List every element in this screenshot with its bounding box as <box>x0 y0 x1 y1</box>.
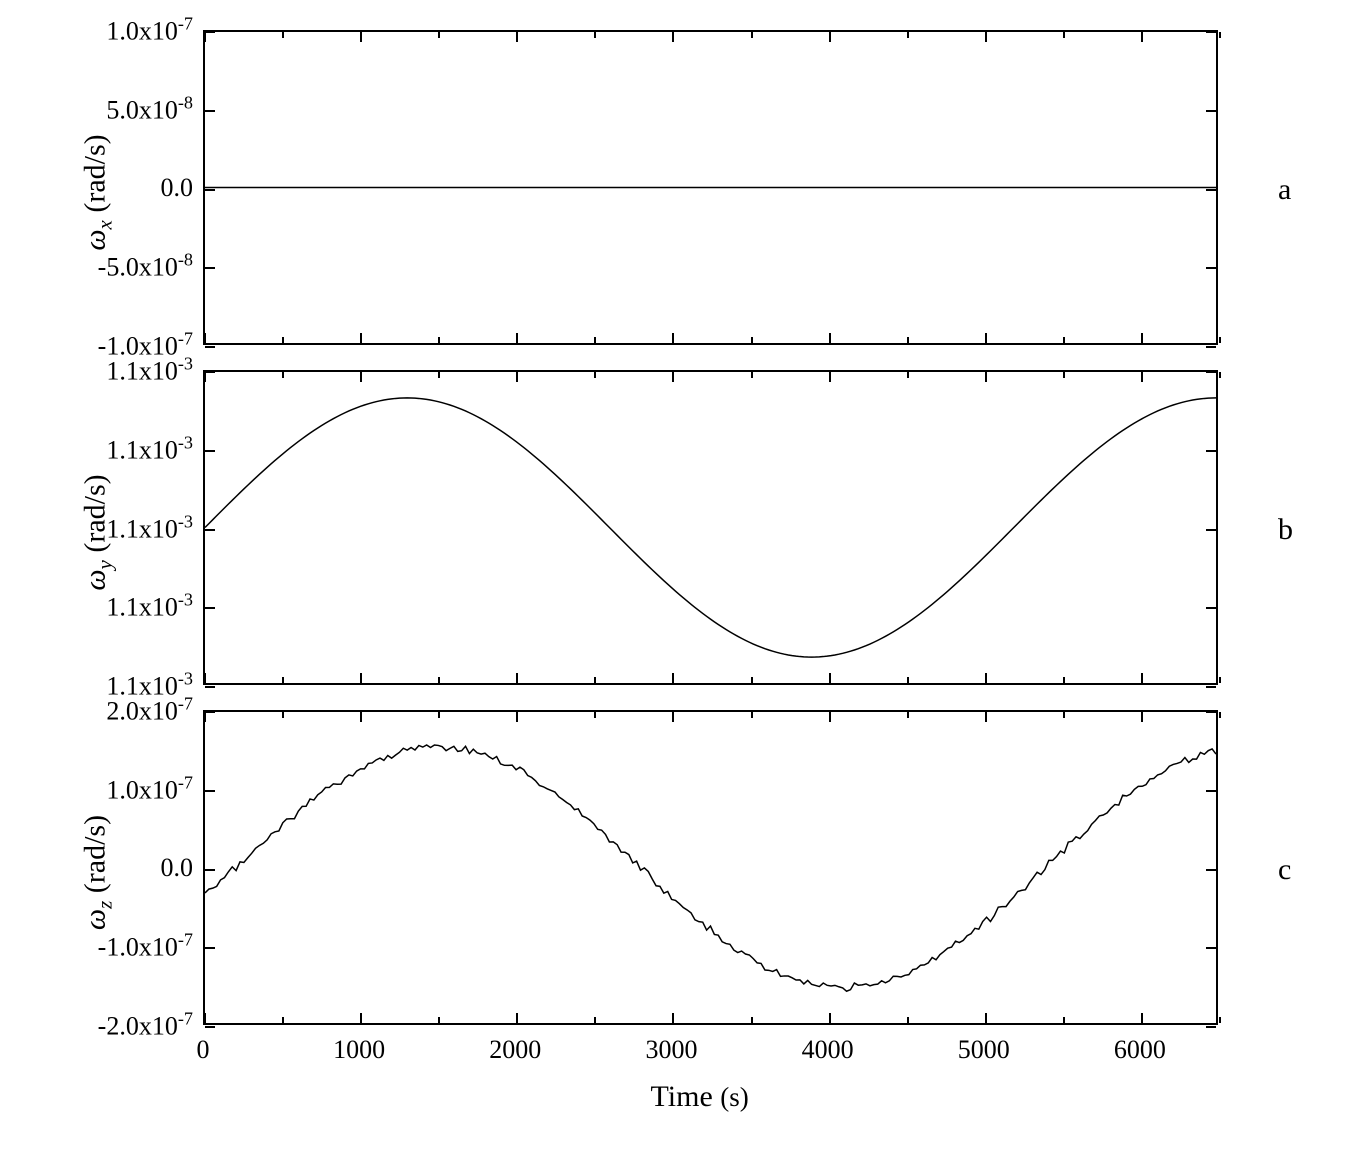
ytick <box>1206 686 1216 688</box>
ytick-label: 5.0x10-8 <box>53 92 193 125</box>
xlabel: Time (s) <box>651 1080 749 1114</box>
xtick <box>1219 712 1221 718</box>
xtick <box>1219 337 1221 343</box>
ytick <box>1206 346 1216 348</box>
xtick <box>1219 32 1221 38</box>
xtick-label: 1000 <box>333 1035 385 1065</box>
figure: ωx (rad/s)a-1.0x10-7-5.0x10-80.05.0x10-8… <box>0 0 1345 1159</box>
curve-a <box>205 32 1216 343</box>
panel-a <box>203 30 1218 345</box>
ytick-label: 0.0 <box>53 173 193 203</box>
xtick-label: 6000 <box>1114 1035 1166 1065</box>
ytick-label: 1.0x10-7 <box>53 14 193 47</box>
curve-c <box>205 712 1216 1023</box>
xtick <box>1219 677 1221 683</box>
xtick-label: 2000 <box>489 1035 541 1065</box>
xtick-label: 3000 <box>645 1035 697 1065</box>
panel-c <box>203 710 1218 1025</box>
ytick-label: 1.0x10-7 <box>53 772 193 805</box>
curve-b <box>205 372 1216 683</box>
panel-letter-b: b <box>1278 513 1293 547</box>
panel-letter-c: c <box>1278 853 1291 887</box>
ytick-label: -2.0x10-7 <box>53 1009 193 1042</box>
xtick-label: 5000 <box>958 1035 1010 1065</box>
ytick-label: -5.0x10-8 <box>53 250 193 283</box>
ytick <box>1206 1026 1216 1028</box>
ytick <box>205 1026 215 1028</box>
ytick-label: 1.1x10-3 <box>53 511 193 544</box>
ytick-label: -1.0x10-7 <box>53 930 193 963</box>
xtick-label: 4000 <box>802 1035 854 1065</box>
panel-b <box>203 370 1218 685</box>
ytick-label: 2.0x10-7 <box>53 694 193 727</box>
ytick <box>205 346 215 348</box>
ytick-label: 1.1x10-3 <box>53 432 193 465</box>
xtick <box>1219 1017 1221 1023</box>
xtick-label: 0 <box>197 1035 210 1065</box>
ytick-label: 0.0 <box>53 853 193 883</box>
ytick-label: 1.1x10-3 <box>53 590 193 623</box>
ytick-label: 1.1x10-3 <box>53 354 193 387</box>
xtick <box>1219 372 1221 378</box>
panel-letter-a: a <box>1278 173 1291 207</box>
ytick <box>205 686 215 688</box>
